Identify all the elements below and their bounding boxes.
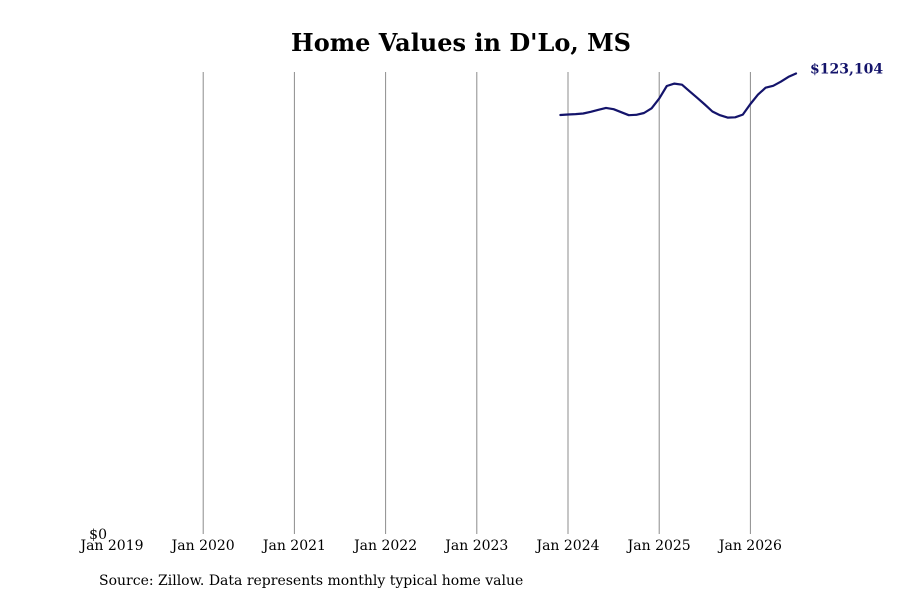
x-tick-label: Jan 2020	[170, 538, 235, 554]
series-line	[559, 72, 798, 119]
y-axis-ticks: $0	[89, 527, 107, 543]
x-tick-label: Jan 2026	[717, 538, 782, 554]
x-tick-label: Jan 2022	[352, 538, 417, 554]
x-tick-label: Jan 2019	[78, 538, 143, 554]
x-tick-label: Jan 2021	[261, 538, 326, 554]
end-value-label: $123,104	[810, 61, 883, 77]
y-tick-label: $0	[89, 527, 107, 543]
x-tick-label: Jan 2025	[626, 538, 691, 554]
gridlines	[202, 72, 751, 534]
x-tick-label: Jan 2023	[443, 538, 508, 554]
series-layer: $123,104	[559, 61, 883, 119]
x-tick-label: Jan 2024	[534, 538, 599, 554]
chart-title: Home Values in D'Lo, MS	[291, 28, 631, 57]
source-note: Source: Zillow. Data represents monthly …	[99, 573, 524, 589]
x-axis-ticks: Jan 2019 Jan 2020 Jan 2021 Jan 2022 Jan 2023…	[78, 538, 782, 554]
